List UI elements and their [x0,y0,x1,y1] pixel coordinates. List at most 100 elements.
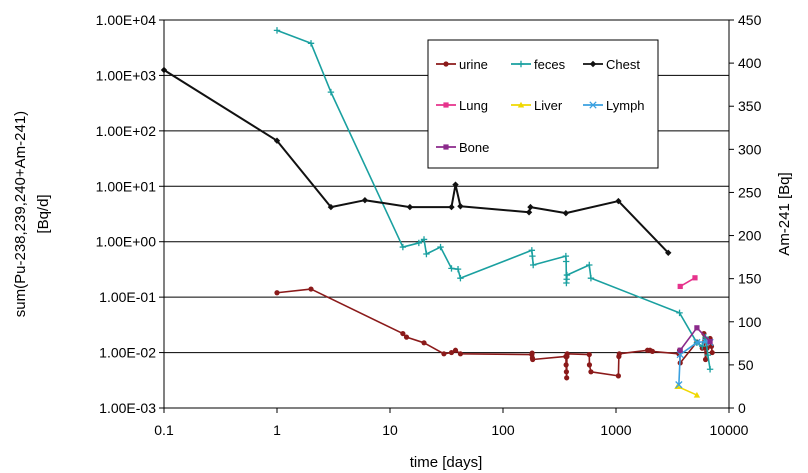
data-point-feces [587,274,595,282]
data-point-feces [562,258,570,265]
data-point-urine [403,334,410,340]
data-point-feces [420,236,428,243]
data-point-feces [415,239,423,247]
legend-item-bone: Bone [436,140,489,155]
data-point-feces [327,88,335,96]
series-bone [677,325,713,353]
data-point-chest [361,197,369,204]
y-left-tick-label: 1.00E-03 [99,400,156,416]
data-point-feces [423,250,430,258]
data-point-chest [448,203,455,211]
y-right-tick-label: 300 [738,141,762,157]
data-point-feces [437,243,444,251]
y-left-tick-label: 1.00E-02 [99,345,156,361]
y-right-tick-label: 400 [738,55,762,71]
x-tick-label: 10 [382,422,398,438]
series-chest [160,66,672,256]
y-right-tick-label: 450 [738,12,762,28]
legend-swatch-marker-feces [517,60,525,68]
legend-label-chest: Chest [606,57,640,72]
data-point-chest [273,137,281,144]
legend-label-lymph: Lymph [606,98,645,113]
data-point-lung [692,275,698,281]
data-point-urine [563,362,569,368]
data-point-feces [399,243,407,251]
data-point-urine [448,349,455,356]
legend-swatch-marker-liver [517,101,525,108]
data-point-feces [528,247,536,254]
data-point-urine [457,351,464,357]
data-point-chest [406,203,414,211]
data-point-feces [454,265,462,273]
data-point-urine [702,356,709,363]
data-point-feces [706,366,714,373]
y-left-tick-label: 1.00E-01 [99,289,156,305]
data-point-feces [676,309,683,317]
y-left-axis-label: sum(Pu-238,239,240+Am-241) [Bq/d] [12,111,52,317]
y-right-tick-label: 250 [738,184,762,200]
y-right-tick-label: 50 [738,357,754,373]
data-point-urine [400,330,406,337]
data-point-urine [274,290,280,296]
data-point-bone [707,339,713,345]
data-point-urine [452,347,459,353]
legend-label-feces: feces [534,57,566,72]
legend-item-urine: urine [436,57,488,72]
legend-swatch-marker-bone [443,144,449,150]
data-point-urine [421,340,427,346]
data-point-feces [529,261,537,269]
axes [159,19,734,413]
legend-label-bone: Bone [459,140,489,155]
data-point-chest [615,197,622,205]
data-point-urine [529,350,535,356]
legend-item-lung: Lung [436,98,488,113]
data-point-urine [530,356,536,363]
y-left-axis-label-line2: [Bq/d] [35,194,52,233]
y-left-tick-label: 1.00E+01 [96,178,157,194]
data-point-bone [694,325,700,331]
legend-box [427,39,659,169]
data-point-urine [564,351,570,357]
legend-item-liver: Liver [511,98,563,113]
legend-swatch-marker-lymph [589,101,597,109]
data-point-chest [525,209,533,216]
y-left-axis-label-line1: sum(Pu-238,239,240+Am-241) [12,111,29,317]
y-right-tick-label: 200 [738,228,762,244]
tick-labels: 1.00E-03 1.00E-02 1.00E-01 1.00E+00 1.00E+01… [96,12,762,438]
y-right-tick-label: 350 [738,98,762,114]
data-point-chest [527,203,534,211]
data-point-chest [457,203,464,210]
data-point-chest [665,249,672,256]
series-feces [273,27,714,373]
x-tick-label: 1 [273,422,281,438]
data-point-lymph [693,338,701,347]
data-point-urine [616,351,622,357]
data-point-chest [562,209,570,217]
data-point-feces [704,351,712,359]
data-point-urine [588,369,594,375]
data-point-urine [649,348,656,354]
x-axis-label: time [days] [410,454,483,471]
series-group [160,27,715,398]
legend-item-feces: feces [511,57,566,72]
series-lung [677,275,698,290]
legend-swatch-marker-lung [443,102,449,108]
data-point-urine [564,375,570,381]
data-point-chest [452,181,459,188]
y-right-tick-label: 150 [738,271,762,287]
legend-item-lymph: Lymph [583,98,645,113]
data-point-urine [709,349,715,356]
data-point-feces [529,252,536,260]
y-right-axis-label: Am-241 [Bq] [776,172,793,255]
legend-label-liver: Liver [534,98,563,113]
y-left-tick-label: 1.00E+03 [96,67,157,83]
legend: urine feces Chest Lung Liver Lymph Bone [427,39,659,169]
y-left-tick-label: 1.00E+04 [96,12,157,28]
series-line-liver [677,385,698,396]
y-right-tick-label: 0 [738,400,746,416]
legend-item-chest: Chest [583,57,640,72]
data-point-lung [677,283,683,290]
x-tick-label: 0.1 [154,422,174,438]
data-point-urine [586,351,592,358]
